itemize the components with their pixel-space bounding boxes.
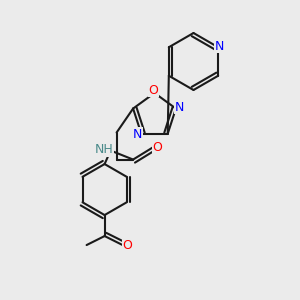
Text: N: N [133, 128, 142, 141]
Text: O: O [152, 141, 162, 154]
Text: N: N [175, 100, 184, 113]
Text: O: O [149, 83, 158, 97]
Text: NH: NH [94, 143, 113, 156]
Text: O: O [122, 238, 132, 251]
Text: N: N [215, 40, 224, 53]
